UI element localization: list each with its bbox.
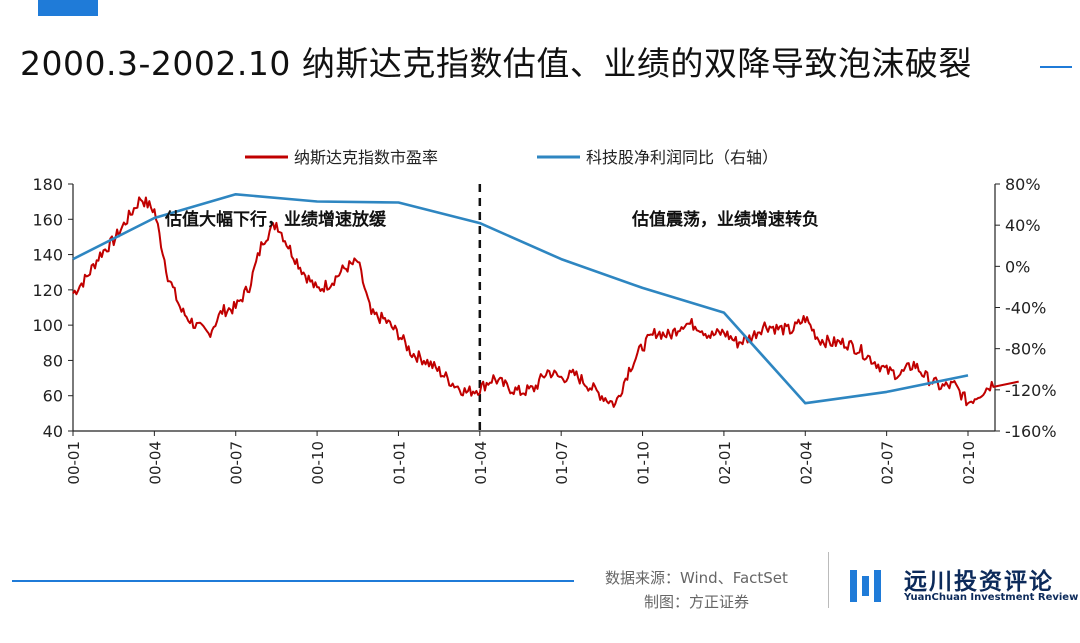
left-tick-label: 180 — [32, 175, 63, 194]
right-tick-label: 80% — [1005, 175, 1041, 194]
brand-name: 远川投资评论 — [904, 569, 1054, 595]
source-text: 数据来源：Wind、FactSet — [605, 569, 788, 587]
right-tick-label: 0% — [1005, 257, 1030, 276]
left-tick-label: 160 — [32, 210, 63, 229]
left-tick-label: 100 — [32, 316, 63, 335]
x-tick-label: 00-04 — [146, 441, 164, 485]
legend-label-pe: 纳斯达克指数市盈率 — [294, 148, 438, 167]
left-tick-label: 140 — [32, 246, 63, 265]
brand-logo-icon — [850, 570, 881, 602]
x-tick-label: 02-10 — [960, 441, 978, 485]
right-tick-label: -40% — [1005, 299, 1046, 318]
x-tick-label: 00-01 — [65, 441, 83, 485]
left-tick-label: 60 — [43, 387, 63, 406]
left-tick-label: 80 — [43, 351, 63, 370]
maker-text: 制图：方正证券 — [643, 593, 749, 611]
top-accent-bar — [38, 0, 98, 16]
x-tick-label: 01-01 — [390, 441, 408, 485]
left-tick-label: 40 — [43, 422, 63, 441]
x-tick-label: 02-01 — [716, 441, 734, 485]
left-tick-label: 120 — [32, 281, 63, 300]
right-tick-label: -80% — [1005, 340, 1046, 359]
pe-ratio-series-line — [72, 196, 1019, 408]
x-tick-label: 00-07 — [228, 441, 246, 485]
x-tick-label: 02-04 — [797, 441, 815, 485]
page-title: 2000.3-2002.10 纳斯达克指数估值、业绩的双降导致泡沫破裂 — [20, 44, 972, 83]
footer-divider — [828, 552, 829, 608]
source-block: 数据来源：Wind、FactSet 制图：方正证券 — [605, 566, 788, 614]
x-tick-label: 01-10 — [635, 441, 653, 485]
right-tick-label: -160% — [1005, 422, 1057, 441]
x-tick-label: 00-10 — [309, 441, 327, 485]
brand-subtitle: YuanChuan Investment Review — [904, 592, 1079, 603]
title-accent-dash — [1040, 66, 1072, 68]
x-tick-label: 02-07 — [879, 441, 897, 485]
chart-container: 40 60 80 100 120 140 160 180 80% 40% 0% -40% -80% -12… — [0, 100, 1080, 560]
legend-label-growth: 科技股净利润同比（右轴） — [586, 148, 778, 167]
x-tick-label: 01-07 — [553, 441, 571, 485]
annotation-phase-2: 估值震荡，业绩增速转负 — [631, 209, 819, 230]
footer-accent-line — [12, 580, 574, 582]
x-tick-label: 01-04 — [472, 441, 490, 485]
annotation-phase-1: 估值大幅下行，业绩增速放缓 — [164, 209, 387, 230]
pe-growth-chart: 40 60 80 100 120 140 160 180 80% 40% 0% -40% -80% -12… — [32, 148, 1057, 485]
right-tick-label: 40% — [1005, 216, 1041, 235]
profit-growth-series-line — [72, 193, 969, 405]
right-tick-label: -120% — [1005, 381, 1057, 400]
